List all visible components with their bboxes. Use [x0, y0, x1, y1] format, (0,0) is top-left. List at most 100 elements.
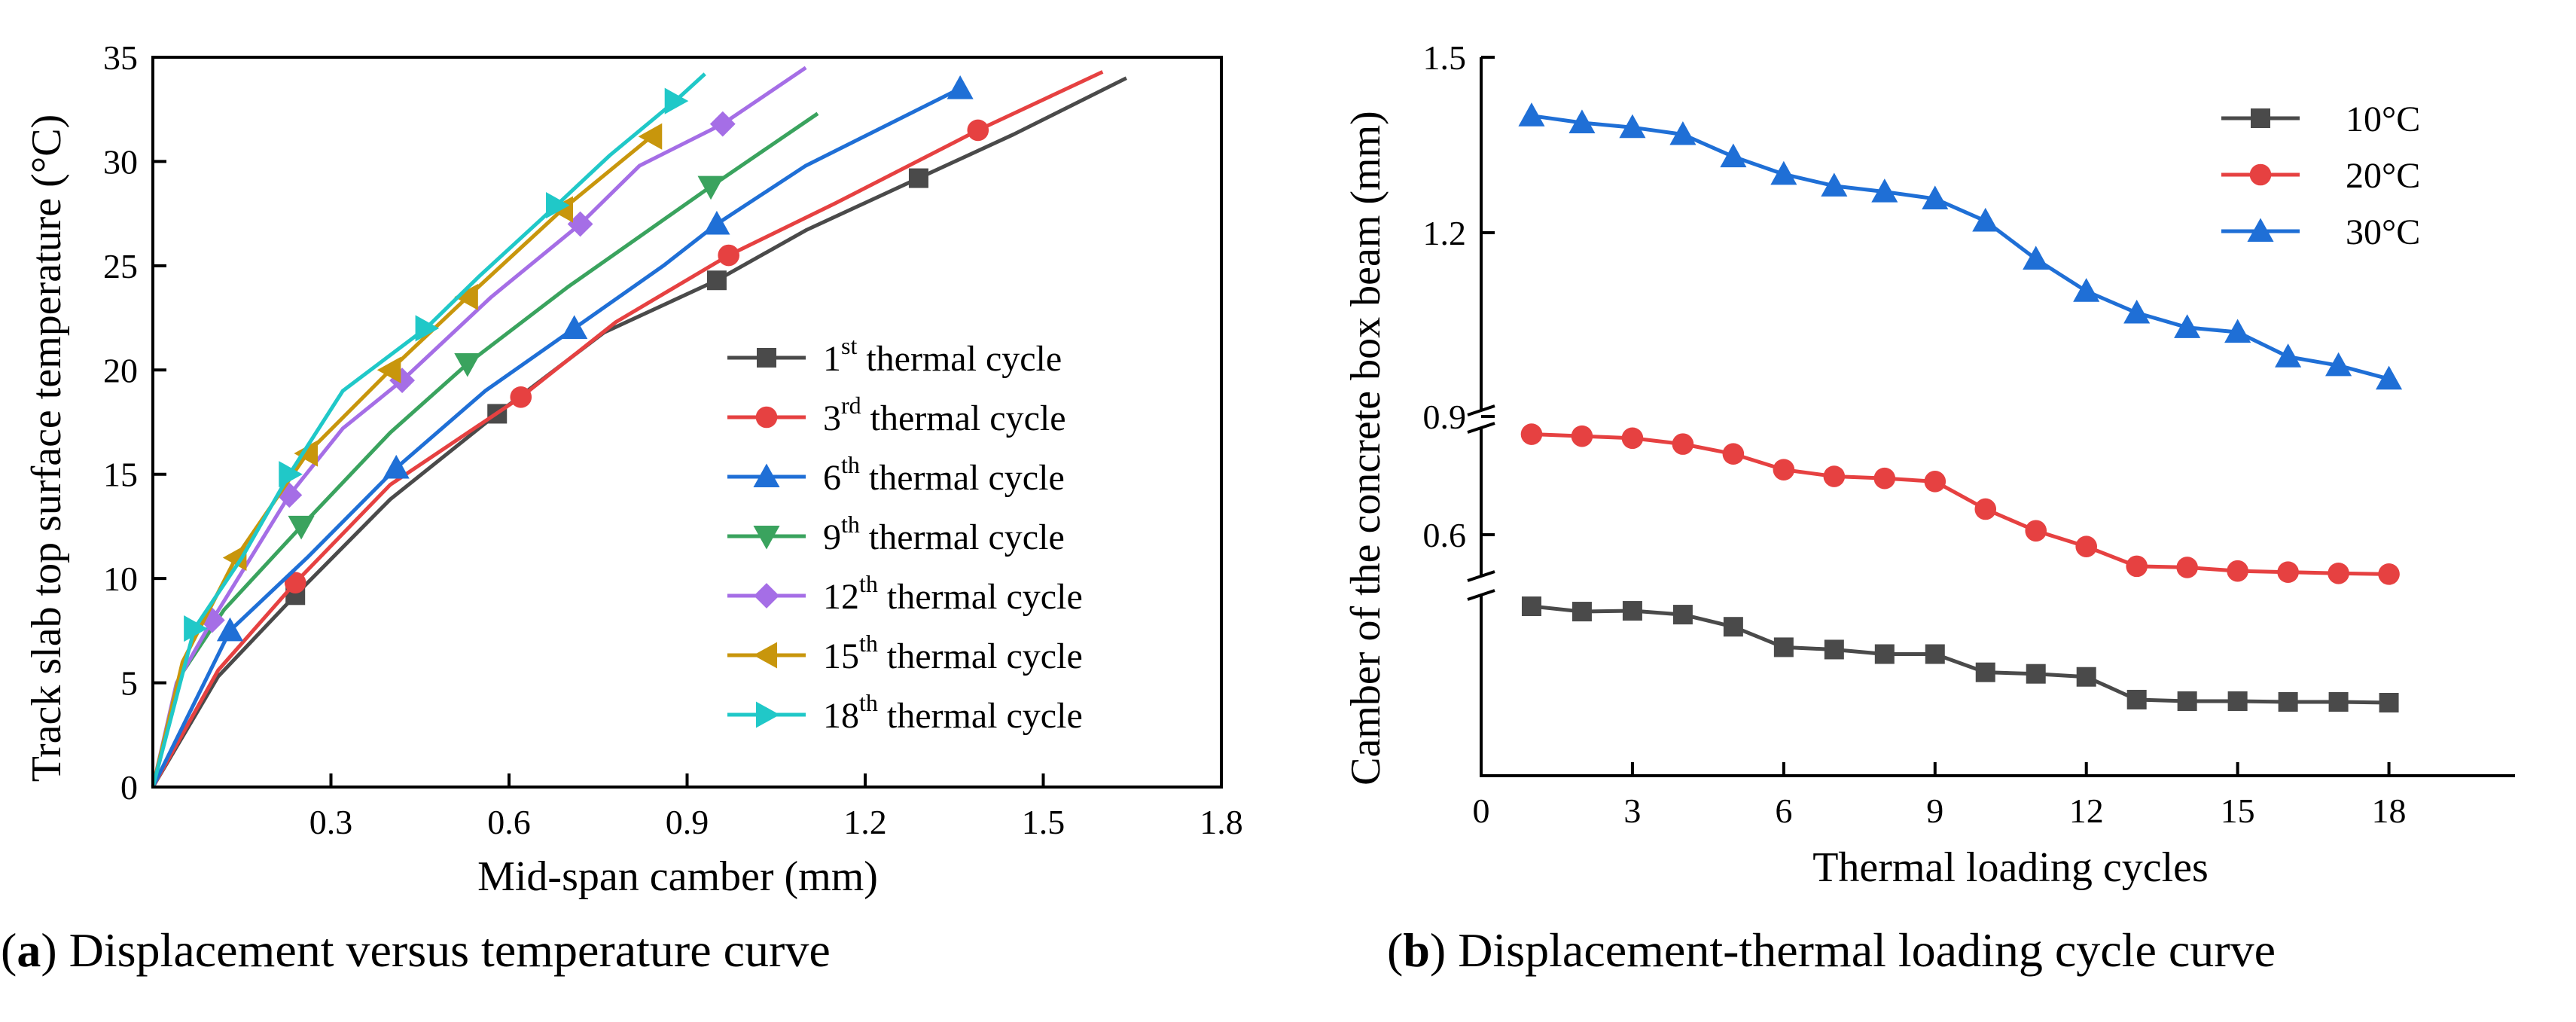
chart-b-data-point	[2025, 520, 2047, 542]
chart-a-data-point	[184, 615, 208, 642]
chart-a-legend-marker	[757, 348, 776, 368]
chart-a-legend-item: 1st thermal cycle	[727, 332, 1062, 379]
chart-a-ytick-label: 0	[120, 768, 138, 807]
chart-a-legend-item: 18th thermal cycle	[727, 689, 1083, 736]
chart-a-data-point	[709, 111, 736, 137]
chart-a-data-point	[718, 244, 739, 267]
chart-b-data-point	[2328, 562, 2349, 584]
chart-b-axis-break	[1467, 422, 1495, 434]
chart-a-series-3	[151, 111, 819, 788]
chart-b-data-point	[1722, 443, 1745, 465]
chart-a-legend: 1st thermal cycle 3rd thermal cycle 6th th…	[727, 332, 1083, 736]
chart-a-data-point	[216, 617, 244, 642]
chart-a-legend-item: 9th thermal cycle	[727, 511, 1065, 557]
chart-b-data-point	[2075, 535, 2098, 557]
chart-b-axes: 1.5 1.2 0.9 0.6 0 3 6 9 12 15 18	[1423, 38, 2515, 830]
chart-b-legend: 10°C 20°C 30°C	[2221, 99, 2420, 252]
chart-a-axes: 0.3 0.6 0.9 1.2 1.5 1.8 0 5 10 15 20 25 30 35	[103, 38, 1243, 841]
chart-a-data-point	[284, 572, 306, 593]
chart-b-xlabel: Thermal loading cycles	[1812, 844, 2209, 891]
chart-b-legend-marker	[2247, 218, 2274, 243]
chart-b-series-0	[1521, 596, 2399, 712]
chart-a-series	[151, 66, 1127, 789]
chart-a-xtick-label: 1.2	[843, 803, 887, 841]
chart-a-data-point	[546, 192, 570, 219]
chart-a-legend-label: 12th thermal cycle	[823, 570, 1083, 617]
chart-b-legend-label: 10°C	[2346, 99, 2420, 139]
chart-a-data-point	[294, 440, 319, 467]
chart-a-xlabel: Mid-span camber (mm)	[477, 853, 878, 900]
chart-a-data-point	[279, 461, 303, 488]
chart-b-data-point	[1824, 639, 1844, 660]
chart-a-legend-label: 6th thermal cycle	[823, 451, 1065, 498]
chart-a-legend-marker	[755, 406, 778, 429]
chart-b-data-point	[1972, 207, 1999, 232]
chart-b-series-line	[1531, 432, 2389, 576]
chart-b-data-point	[2123, 299, 2151, 324]
chart-a-data-point	[664, 87, 689, 114]
chart-b-data-point	[2227, 560, 2248, 582]
chart-b-xtick-label: 18	[2372, 792, 2407, 830]
chart-b-xtick-label: 6	[1775, 792, 1792, 830]
chart-a-xtick-label: 0.3	[309, 803, 353, 841]
chart-b-data-point	[1621, 427, 1644, 450]
chart-a-data-point	[638, 123, 663, 150]
chart-b-data-point	[2224, 319, 2251, 343]
chart-b-data-point	[2073, 278, 2100, 302]
chart-a-series-1	[151, 70, 1104, 789]
chart-b-xtick-label: 0	[1473, 792, 1490, 830]
chart-a-legend-marker	[753, 463, 780, 488]
chart-a-ytick-label: 15	[103, 456, 138, 494]
chart-b-axis-break	[1467, 404, 1495, 416]
chart-b-data-point	[1773, 637, 1794, 657]
chart-a-series-2	[151, 75, 974, 789]
chart-b-data-point	[1770, 160, 1797, 185]
chart-b-series-line	[1531, 114, 2390, 381]
chart-b-data-point	[1672, 605, 1693, 625]
chart-b-data-point	[2277, 561, 2299, 584]
chart-b-data-point	[1568, 109, 1596, 134]
chart-b-data-point	[1622, 601, 1642, 621]
chart-b-data-point	[1924, 471, 1946, 493]
chart-a-data-point	[510, 386, 532, 408]
chart-b-data-point	[1518, 102, 1545, 127]
chart-a-ytick-label: 35	[103, 38, 138, 77]
chart-b-data-point	[1925, 644, 1945, 664]
chart-b-data-point	[1572, 602, 1592, 622]
chart-b-data-point	[2126, 555, 2148, 578]
chart-a-xtick-label: 0.6	[487, 803, 531, 841]
chart-b-data-point	[1975, 662, 1995, 682]
chart-b-data-point	[2278, 691, 2298, 712]
chart-a-data-point	[908, 168, 928, 188]
chart-a-data-point	[706, 270, 727, 291]
chart-b-data-point	[1974, 498, 1997, 520]
chart-b-data-point	[2328, 691, 2349, 712]
chart-a-ytick-label: 5	[120, 664, 138, 703]
chart-a-data-point	[383, 454, 410, 479]
chart-a-data-point	[947, 75, 974, 99]
chart-a-data-point	[288, 515, 315, 540]
chart-b-data-point	[1874, 644, 1895, 664]
chart-b-xtick-label: 3	[1623, 792, 1641, 830]
chart-b-data-point	[1669, 121, 1697, 145]
chart-b-ylabel: Camber of the concrete box beam (mm)	[1343, 111, 1389, 786]
chart-b-data-point	[2275, 343, 2302, 368]
chart-a-data-point	[567, 211, 593, 237]
chart-a-data-point	[222, 544, 247, 572]
chart-panel-a: 0.3 0.6 0.9 1.2 1.5 1.8 0 5 10 15 20 25 30 35 Mid-spa…	[23, 38, 1243, 900]
chart-a-xtick-label: 1.8	[1200, 803, 1243, 841]
chart-a-data-point	[967, 119, 989, 142]
chart-a-xtick-label: 0.9	[666, 803, 709, 841]
chart-a-legend-marker	[753, 525, 780, 550]
chart-b-legend-label: 30°C	[2346, 212, 2420, 252]
chart-a-ytick-label: 30	[103, 142, 138, 181]
chart-b-data-point	[2023, 246, 2050, 270]
chart-b-data-point	[2174, 314, 2201, 338]
chart-a-data-point	[454, 283, 478, 310]
chart-b-data-point	[1619, 114, 1646, 139]
chart-a-legend-item: 6th thermal cycle	[727, 451, 1065, 498]
chart-b-data-point	[1672, 433, 1694, 455]
chart-a-series-line	[151, 87, 962, 789]
chart-b-xtick-label: 9	[1926, 792, 1943, 830]
chart-b-xtick-label: 15	[2221, 792, 2255, 830]
